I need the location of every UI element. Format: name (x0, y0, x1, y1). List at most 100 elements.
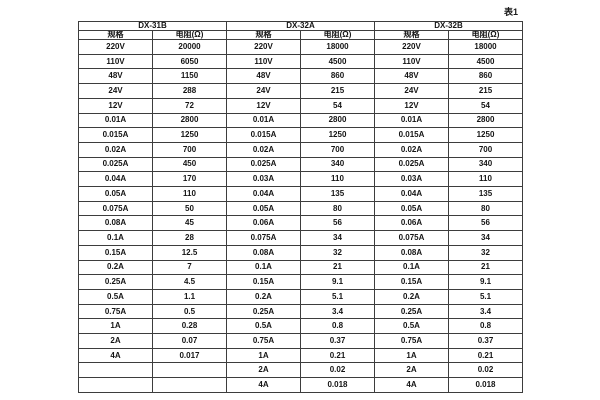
resistance-cell: 0.02 (300, 362, 375, 379)
table-row: 2A 0.02 2A 0.02 (78, 362, 523, 379)
resistance-cell: 1250 (448, 127, 523, 143)
spec-cell: 0.1A (226, 259, 301, 276)
spec-cell: 0.1A (78, 230, 153, 246)
resistance-col-header: 电阻(Ω) (300, 30, 375, 40)
spec-cell: 0.06A (374, 215, 449, 232)
spec-col-header: 规格 (226, 30, 301, 40)
resistance-cell: 7 (152, 259, 227, 276)
spec-cell: 0.025A (374, 156, 449, 173)
spec-cell: 110V (374, 53, 449, 70)
resistance-cell: 1150 (152, 68, 227, 85)
spec-cell: 12V (374, 97, 449, 114)
spec-cell: 0.15A (226, 274, 301, 290)
table-row: 0.02A 700 0.02A 700 0.02A 700 (78, 141, 523, 158)
resistance-cell: 0.8 (300, 318, 375, 335)
resistance-cell: 0.018 (300, 377, 375, 393)
table-row: 110V 6050 110V 4500 110V 4500 (78, 53, 523, 70)
table-row: 0.1A 28 0.075A 34 0.075A 34 (78, 230, 523, 246)
group-header-row: DX-31B DX-32A DX-32B (78, 21, 523, 31)
resistance-cell: 860 (300, 68, 375, 85)
table-row: 0.025A 450 0.025A 340 0.025A 340 (78, 156, 523, 173)
resistance-cell: 288 (152, 83, 227, 99)
resistance-cell: 28 (152, 230, 227, 246)
spec-cell: 2A (226, 362, 301, 379)
resistance-cell: 3.4 (448, 303, 523, 320)
resistance-cell: 4500 (448, 53, 523, 70)
spec-cell: 0.075A (226, 230, 301, 246)
resistance-cell: 0.5 (152, 303, 227, 320)
spec-cell: 0.2A (374, 288, 449, 305)
spec-cell: 0.25A (226, 303, 301, 320)
resistance-cell: 340 (448, 156, 523, 173)
resistance-cell: 54 (448, 97, 523, 114)
table-row: 2A 0.07 0.75A 0.37 0.75A 0.37 (78, 333, 523, 349)
spec-cell: 0.25A (78, 274, 153, 290)
resistance-cell: 3.4 (300, 303, 375, 320)
spec-cell: 1A (226, 347, 301, 364)
table-row: 12V 72 12V 54 12V 54 (78, 97, 523, 114)
resistance-cell: 135 (448, 186, 523, 202)
spec-cell: 0.01A (374, 112, 449, 129)
resistance-cell: 215 (448, 83, 523, 99)
resistance-cell: 18000 (448, 39, 523, 55)
resistance-cell: 50 (152, 200, 227, 217)
resistance-cell: 18000 (300, 39, 375, 55)
spec-cell: 0.5A (226, 318, 301, 335)
spec-cell: 0.02A (226, 141, 301, 158)
spec-cell: 0.01A (78, 112, 153, 129)
resistance-cell: 45 (152, 215, 227, 232)
spec-cell: 48V (226, 68, 301, 85)
resistance-cell: 32 (300, 244, 375, 261)
spec-cell: 0.15A (78, 244, 153, 261)
resistance-cell (152, 362, 227, 379)
table-head: DX-31B DX-32A DX-32B 规格 电阻(Ω) 规格 电阻(Ω) 规格 电阻(Ω) (78, 21, 523, 40)
resistance-cell: 700 (448, 141, 523, 158)
spec-cell: 220V (374, 39, 449, 55)
table-caption: 表1 (503, 7, 518, 17)
spec-cell: 0.08A (226, 244, 301, 261)
spec-cell: 24V (374, 83, 449, 99)
spec-cell: 0.06A (226, 215, 301, 232)
resistance-cell: 110 (300, 171, 375, 188)
group-name-header: DX-32A (226, 21, 375, 31)
spec-cell: 0.015A (78, 127, 153, 143)
table-row: 0.075A 50 0.05A 80 0.05A 80 (78, 200, 523, 217)
spec-cell: 0.03A (374, 171, 449, 188)
spec-cell: 2A (374, 362, 449, 379)
resistance-cell: 4500 (300, 53, 375, 70)
spec-cell: 0.2A (78, 259, 153, 276)
resistance-cell: 1250 (300, 127, 375, 143)
table-row: 0.75A 0.5 0.25A 3.4 0.25A 3.4 (78, 303, 523, 320)
spec-cell: 0.5A (374, 318, 449, 335)
resistance-cell: 4.5 (152, 274, 227, 290)
spec-cell: 0.05A (374, 200, 449, 217)
resistance-cell: 80 (300, 200, 375, 217)
spec-cell (78, 362, 153, 379)
table-row: 0.01A 2800 0.01A 2800 0.01A 2800 (78, 112, 523, 129)
resistance-cell: 34 (300, 230, 375, 246)
table-row: 0.015A 1250 0.015A 1250 0.015A 1250 (78, 127, 523, 143)
spec-cell: 0.25A (374, 303, 449, 320)
resistance-cell: 700 (152, 141, 227, 158)
resistance-cell: 110 (152, 186, 227, 202)
resistance-cell: 12.5 (152, 244, 227, 261)
table-row: 24V 288 24V 215 24V 215 (78, 83, 523, 99)
resistance-cell: 860 (448, 68, 523, 85)
resistance-cell: 32 (448, 244, 523, 261)
resistance-cell: 450 (152, 156, 227, 173)
resistance-cell: 2800 (448, 112, 523, 129)
resistance-cell: 20000 (152, 39, 227, 55)
spec-cell: 110V (78, 53, 153, 70)
spec-cell: 0.015A (374, 127, 449, 143)
table-row: 0.05A 110 0.04A 135 0.04A 135 (78, 186, 523, 202)
resistance-cell: 170 (152, 171, 227, 188)
spec-cell: 24V (78, 83, 153, 99)
spec-cell: 0.75A (226, 333, 301, 349)
spec-cell: 0.02A (374, 141, 449, 158)
spec-cell: 0.02A (78, 141, 153, 158)
resistance-cell: 0.02 (448, 362, 523, 379)
resistance-cell: 0.017 (152, 347, 227, 364)
spec-cell: 0.025A (78, 156, 153, 173)
spec-cell: 0.5A (78, 288, 153, 305)
resistance-cell: 110 (448, 171, 523, 188)
